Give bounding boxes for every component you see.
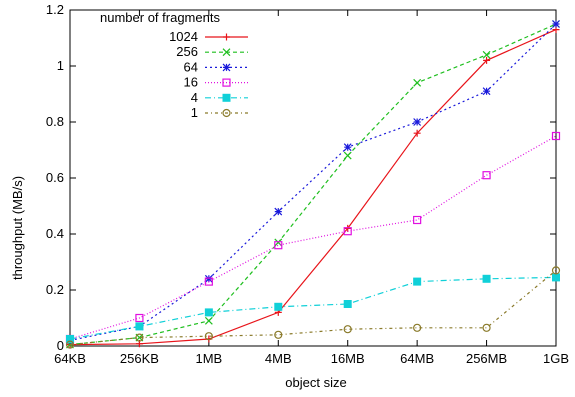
data-point: [274, 207, 283, 216]
data-point: [343, 325, 352, 334]
series-layer: [65, 20, 561, 349]
series-4: [66, 273, 560, 343]
legend-marker: [222, 108, 231, 118]
legend-marker: [222, 78, 231, 87]
data-point: [343, 300, 352, 308]
data-point: [482, 87, 491, 96]
legend-label: 64: [184, 59, 198, 74]
data-point: [413, 118, 422, 126]
series-64: [66, 20, 560, 345]
series-1024: [66, 26, 560, 349]
data-point: [413, 323, 422, 332]
legend-label: 1: [191, 105, 198, 120]
data-point: [204, 277, 213, 286]
data-point: [343, 151, 352, 160]
legend-title: number of fragments: [100, 10, 220, 25]
data-point: [413, 215, 422, 225]
data-point: [482, 50, 491, 59]
y-tick-label: 1.2: [46, 2, 64, 17]
y-tick-label: 0.8: [46, 114, 64, 129]
series-line: [69, 29, 557, 346]
data-point: [482, 323, 491, 332]
x-tick-label: 16MB: [331, 351, 365, 366]
data-point: [274, 302, 283, 311]
data-point: [483, 56, 491, 64]
data-point: [413, 277, 422, 286]
data-point: [274, 241, 283, 250]
legend-marker: [222, 93, 231, 102]
data-point: [343, 227, 352, 236]
series-line: [69, 269, 557, 346]
x-tick-label: 64KB: [54, 351, 86, 366]
data-point: [552, 273, 560, 282]
data-point: [551, 266, 561, 275]
legend-marker: [222, 63, 231, 72]
legend-label: 4: [191, 90, 198, 105]
data-point: [204, 316, 213, 325]
series-line: [69, 23, 557, 341]
x-tick-label: 1GB: [543, 351, 569, 366]
data-point: [551, 131, 561, 141]
series-16: [65, 131, 561, 344]
y-tick-label: 0: [57, 338, 64, 353]
data-point: [65, 340, 75, 349]
x-tick-label: 1MB: [195, 351, 222, 366]
data-point: [413, 129, 421, 137]
data-point: [413, 78, 422, 87]
data-point: [66, 335, 74, 343]
y-tick-label: 0.4: [46, 226, 64, 241]
legend-marker: [222, 48, 231, 57]
legend-label: 1024: [169, 29, 198, 44]
series-line: [69, 135, 557, 340]
x-tick-label: 256MB: [466, 351, 507, 366]
y-tick-label: 0.2: [46, 282, 64, 297]
x-axis-label: object size: [285, 375, 346, 390]
legend-label: 256: [176, 44, 198, 59]
data-point: [135, 313, 144, 323]
data-point: [204, 308, 213, 317]
axes: 0 0.2 0.4 0.6 0.8 1 1.2 64KB 256KB 1MB 4MB 16MB 64MB…: [46, 2, 569, 366]
data-point: [274, 330, 283, 339]
data-point: [482, 171, 491, 180]
data-point: [135, 333, 144, 342]
series-line: [69, 276, 557, 340]
series-256: [66, 20, 560, 349]
data-point: [482, 274, 491, 283]
x-tick-label: 256KB: [120, 351, 159, 366]
data-point: [204, 274, 213, 283]
legend-label: 16: [184, 75, 198, 90]
data-point: [204, 332, 213, 341]
y-axis-label: throughput (MB/s): [10, 176, 25, 280]
series-line: [69, 23, 557, 346]
y-tick-label: 0.6: [46, 170, 64, 185]
data-point: [552, 20, 560, 28]
x-tick-label: 64MB: [400, 351, 434, 366]
data-point: [135, 322, 144, 331]
legend-marker: [223, 33, 230, 41]
data-point: [343, 143, 352, 152]
y-tick-label: 1: [57, 58, 64, 73]
series-1: [65, 266, 561, 349]
x-tick-label: 4MB: [265, 351, 292, 366]
